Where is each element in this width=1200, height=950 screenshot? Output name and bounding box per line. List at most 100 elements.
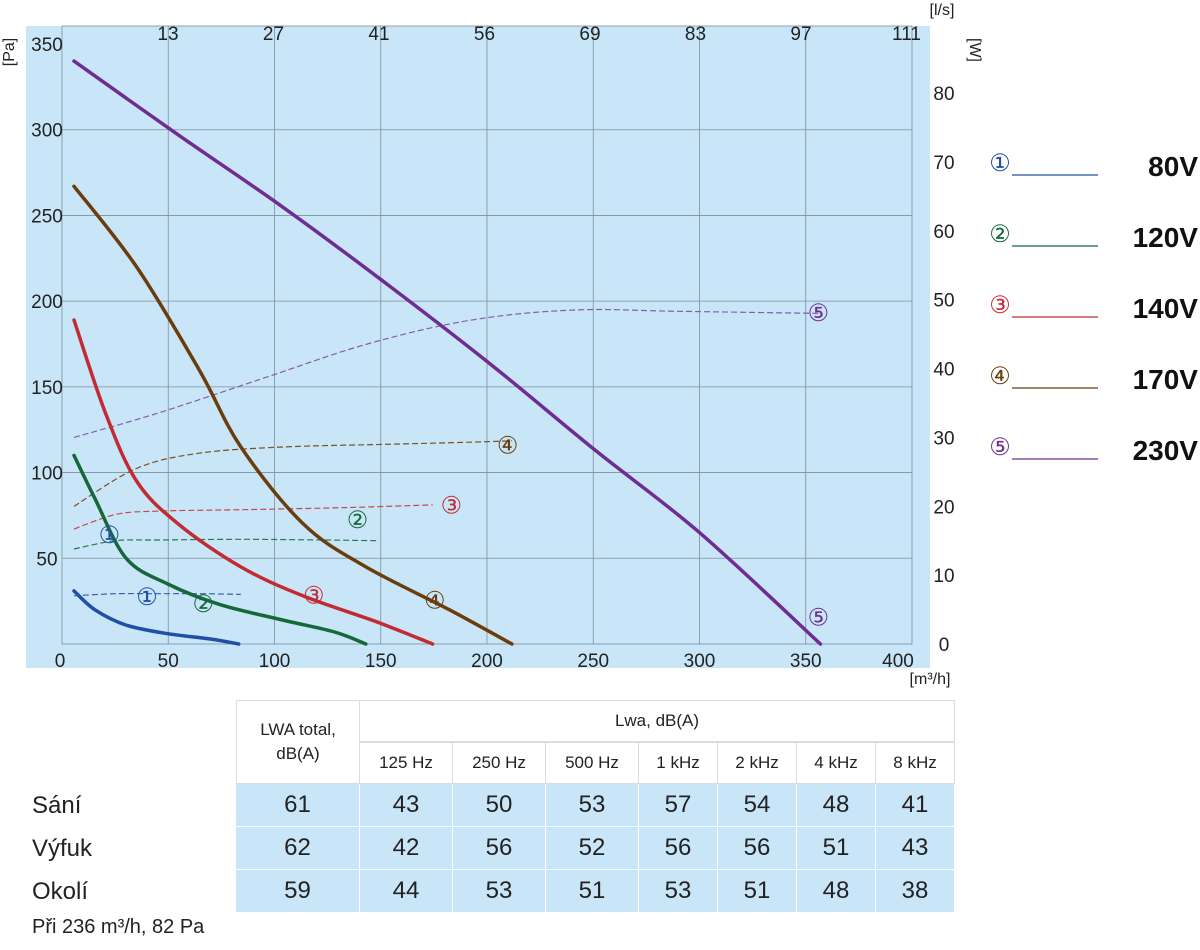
header-spacer-2	[22, 742, 236, 784]
y2-tick-label: 10	[933, 566, 954, 587]
header-spacer	[22, 700, 236, 742]
table-header-row: LWA total, dB(A) Lwa, dB(A)	[22, 700, 955, 784]
total-cell: 59	[236, 870, 360, 913]
pressure-curve-3	[72, 318, 435, 646]
y2-tick-label: 80	[933, 84, 954, 105]
y2-tick-label: 50	[933, 291, 954, 312]
frequency-header: 8 kHz	[876, 742, 955, 784]
value-cell: 48	[797, 870, 876, 913]
row-label: Okolí	[32, 877, 89, 905]
legend-symbol: ④	[989, 363, 1011, 390]
value-cell: 43	[360, 784, 453, 827]
table-row: Výfuk 62 42 56 52 56 56 51 43	[22, 827, 955, 870]
curve-marker: ⑤	[808, 605, 830, 632]
value-cell: 53	[453, 870, 546, 913]
x-tick-label: 50	[158, 651, 179, 672]
table-row: Sání 61 43 50 53 57 54 48 41	[22, 784, 955, 827]
curve-marker: ④	[424, 587, 446, 614]
value-cell: 53	[639, 870, 718, 913]
frequency-header: 4 kHz	[797, 742, 876, 784]
x2-tick-label: 111	[892, 24, 921, 45]
y-tick-label: 150	[31, 378, 63, 399]
header-total: LWA total, dB(A)	[236, 700, 360, 784]
pressure-curve-1	[72, 589, 241, 646]
footnote: Při 236 m³/h, 82 Pa	[32, 916, 205, 938]
x-tick-label: 0	[55, 651, 66, 672]
value-cell: 51	[546, 870, 639, 913]
pressure-curve-5	[72, 59, 823, 646]
y-axis-label: [Pa]	[1, 38, 18, 66]
legend-symbol: ③	[989, 292, 1011, 319]
value-cell: 51	[797, 827, 876, 870]
header-total-main: LWA	[260, 720, 295, 739]
power-curve-4	[73, 440, 512, 507]
x-tick-label: 350	[790, 651, 822, 672]
frequency-header: 125 Hz	[360, 742, 453, 784]
sound-table-body: Sání 61 43 50 53 57 54 48 41 Výfuk 62 42 56 52 56 56 51 4…	[22, 784, 955, 913]
value-cell: 51	[718, 870, 797, 913]
y-tick-label: 100	[31, 464, 63, 485]
legend-symbol: ⑤	[989, 434, 1011, 461]
sound-power-table: LWA total, dB(A) Lwa, dB(A) 125 Hz 250 Hz…	[22, 700, 955, 913]
y-tick-label: 300	[31, 121, 63, 142]
y-tick-label: 50	[36, 549, 57, 570]
x2-tick-label: 27	[263, 24, 284, 45]
value-cell: 56	[453, 827, 546, 870]
total-cell: 62	[236, 827, 360, 870]
x-tick-label: 150	[365, 651, 397, 672]
value-cell: 42	[360, 827, 453, 870]
x-tick-label: 100	[259, 651, 291, 672]
curve-marker: ①	[99, 522, 121, 549]
curve-marker: ①	[136, 584, 158, 611]
row-label: Sání	[32, 791, 82, 819]
value-cell: 54	[718, 784, 797, 827]
y2-tick-label: 0	[939, 635, 950, 656]
table-row: Okolí 59 44 53 51 53 51 48 38	[22, 870, 955, 913]
frequency-header: 250 Hz	[453, 742, 546, 784]
curve-marker: ②	[193, 591, 215, 618]
legend-label: 230V	[1133, 435, 1199, 466]
y2-tick-label: 70	[933, 153, 954, 174]
value-cell: 53	[546, 784, 639, 827]
header-total-unit: dB(A)	[276, 744, 320, 763]
x2-tick-label: 83	[685, 24, 706, 45]
curve-marker: ③	[303, 582, 325, 609]
legend-symbol: ②	[989, 221, 1011, 248]
x-tick-label: 300	[684, 651, 716, 672]
frequency-header: 2 kHz	[718, 742, 797, 784]
x2-axis-label: [l/s]	[930, 2, 955, 19]
legend-label: 120V	[1133, 222, 1199, 253]
curve-marker: ③	[441, 493, 463, 520]
curve-marker: ⑤	[808, 300, 830, 327]
x-tick-label: 250	[577, 651, 609, 672]
value-cell: 50	[453, 784, 546, 827]
x2-tick-label: 56	[474, 24, 495, 45]
frequency-header-row: 125 Hz 250 Hz 500 Hz 1 kHz 2 kHz 4 kHz 8 kHz	[22, 742, 955, 784]
x-tick-label: 400	[882, 651, 914, 672]
header-total-rest: total,	[298, 720, 336, 739]
value-cell: 52	[546, 827, 639, 870]
right-axis-band	[912, 26, 930, 668]
y2-tick-label: 30	[933, 428, 954, 449]
value-cell: 57	[639, 784, 718, 827]
y-tick-label: 200	[31, 292, 63, 313]
legend-label: 140V	[1133, 293, 1199, 324]
value-cell: 38	[876, 870, 955, 913]
value-cell: 48	[797, 784, 876, 827]
y-tick-label: 350	[31, 35, 63, 56]
curve-marker: ④	[497, 433, 519, 460]
curve-marker: ②	[347, 507, 369, 534]
legend-label: 170V	[1133, 364, 1199, 395]
frequency-header: 500 Hz	[546, 742, 639, 784]
value-cell: 56	[718, 827, 797, 870]
y2-tick-label: 20	[933, 497, 954, 518]
y2-axis-label: [W]	[966, 38, 983, 62]
y-tick-label: 250	[31, 206, 63, 227]
pressure-curve-2	[72, 453, 368, 646]
legend-label: 80V	[1148, 151, 1198, 182]
y2-tick-label: 60	[933, 222, 954, 243]
x-axis-label: [m³/h]	[910, 671, 951, 688]
x2-tick-label: 13	[157, 24, 178, 45]
power-curve-3	[73, 504, 433, 530]
